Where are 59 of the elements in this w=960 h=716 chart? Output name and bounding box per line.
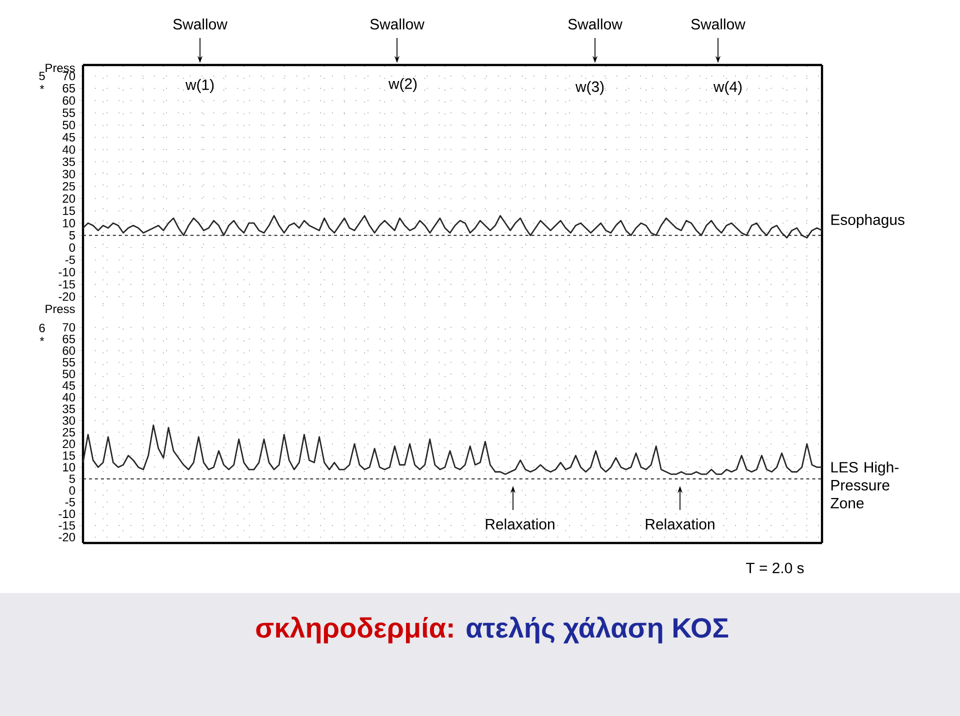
series-label: Esophagus: [831, 214, 904, 228]
text: Swallow: [173, 18, 228, 30]
y-tick-label: 20: [62, 194, 76, 203]
y-tick-label: 10: [63, 218, 76, 228]
y-tick-label: 60: [62, 96, 76, 105]
text: ατελής χάλαση ΚΟΣ: [466, 616, 728, 644]
y-tick-label: -15: [58, 521, 75, 530]
y-tick-label: 20: [62, 440, 76, 448]
y-tick-label: 70: [62, 323, 76, 332]
text: 5: [39, 72, 45, 80]
y-tick-label: 50: [62, 370, 76, 378]
y-tick-label: 15: [63, 451, 75, 460]
y-tick-label: -15: [58, 280, 75, 289]
series-label: LES High-Pressure Zone: [830, 462, 898, 508]
y-tick-label: -20: [58, 292, 76, 301]
y-tick-label: 35: [62, 404, 75, 414]
y-tick-label: 5: [69, 231, 75, 240]
text: σκληροδερμία:: [256, 616, 453, 644]
text: Swallow: [568, 18, 622, 30]
annotation: w(1): [185, 79, 214, 93]
y-tick-label: 40: [62, 393, 76, 402]
annotation: Relaxation: [646, 518, 714, 530]
text: *: [40, 84, 44, 90]
text: Swallow: [691, 18, 746, 30]
y-tick-label: 65: [62, 84, 75, 92]
y-tick-label: 30: [62, 170, 76, 178]
y-tick-label: 10: [63, 462, 76, 472]
y-tick-label: -10: [58, 510, 76, 518]
annotation: w(2): [388, 78, 417, 92]
y-tick-label: 55: [62, 108, 75, 117]
annotation: w(3): [575, 81, 604, 95]
annotation: w(4): [713, 81, 742, 95]
y-tick-label: 45: [62, 133, 75, 142]
y-tick-label: 30: [62, 416, 76, 425]
y-tick-label: 35: [62, 158, 75, 166]
y-tick-label: -10: [58, 268, 76, 276]
y-tick-label: -5: [65, 498, 75, 506]
y-tick-label: 65: [62, 334, 75, 344]
y-tick-label: 40: [62, 145, 76, 154]
y-tick-label: 0: [69, 486, 76, 495]
y-tick-label: 15: [63, 206, 75, 215]
y-tick-label: 55: [62, 358, 75, 366]
y-tick-label: 5: [69, 474, 75, 484]
y-tick-label: 0: [69, 243, 76, 252]
y-tick-label: -20: [58, 532, 76, 542]
y-tick-label: 70: [62, 72, 76, 80]
y-tick-label: 60: [62, 346, 76, 355]
y-tick-label: 25: [62, 428, 75, 436]
text: 6: [39, 324, 45, 332]
text: *: [40, 336, 44, 342]
y-tick-label: 50: [62, 120, 76, 130]
y-axis-title: Press: [46, 64, 75, 72]
y-tick-label: 25: [62, 182, 75, 191]
text: Swallow: [370, 18, 424, 30]
y-tick-label: -5: [65, 256, 75, 264]
text: T = 2.0 s: [746, 562, 804, 574]
y-axis-title: Press: [46, 304, 75, 314]
annotation: Relaxation: [486, 518, 554, 530]
y-tick-label: 45: [62, 381, 75, 390]
